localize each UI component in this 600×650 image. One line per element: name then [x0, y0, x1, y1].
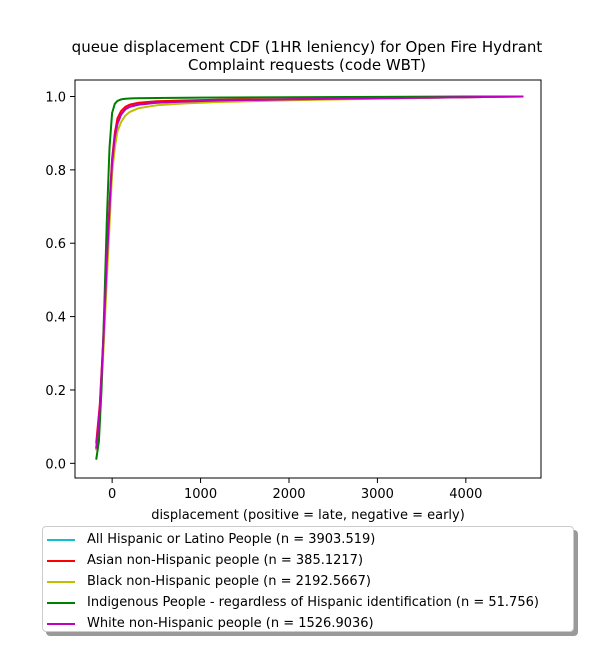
legend-entry: White non-Hispanic people (n = 1526.9036…	[43, 613, 573, 634]
legend-label: Indigenous People - regardless of Hispan…	[87, 595, 539, 610]
x-tick-label: 1000	[184, 487, 217, 502]
chart-title-line-2: Complaint requests (code WBT)	[188, 56, 426, 74]
legend-swatch	[47, 601, 75, 604]
plot-lines	[95, 95, 524, 460]
chart-title-line-1: queue displacement CDF (1HR leniency) fo…	[72, 38, 543, 56]
series-line-0	[95, 95, 524, 449]
legend-swatch	[47, 622, 75, 625]
x-tick-label: 3000	[361, 487, 394, 502]
legend-label: All Hispanic or Latino People (n = 3903.…	[87, 532, 376, 547]
legend-entry: All Hispanic or Latino People (n = 3903.…	[43, 529, 573, 550]
y-tick-label: 0.2	[45, 384, 66, 399]
legend: All Hispanic or Latino People (n = 3903.…	[42, 526, 574, 632]
x-tick-label: 2000	[272, 487, 305, 502]
series-line-4	[95, 95, 524, 449]
x-tick-label: 4000	[449, 487, 482, 502]
legend-label: Black non-Hispanic people (n = 2192.5667…	[87, 574, 371, 589]
y-tick-label: 0.4	[45, 311, 66, 326]
legend-entry: Indigenous People - regardless of Hispan…	[43, 592, 573, 613]
y-tick-label: 1.0	[45, 91, 66, 106]
y-axis-ticks: 0.0 0.2 0.4 0.6 0.8 1.0	[45, 91, 75, 472]
legend-swatch	[47, 538, 75, 541]
plot-area-frame	[74, 79, 542, 479]
legend-entry: Black non-Hispanic people (n = 2192.5667…	[43, 571, 573, 592]
y-tick-label: 0.0	[45, 457, 66, 472]
legend-entry: Asian non-Hispanic people (n = 385.1217)	[43, 550, 573, 571]
legend-swatch	[47, 580, 75, 583]
y-tick-label: 0.8	[45, 164, 66, 179]
series-line-2	[95, 95, 524, 451]
y-tick-label: 0.6	[45, 237, 66, 252]
series-line-3	[95, 95, 524, 460]
x-tick-label: 0	[108, 487, 116, 502]
series-line-1	[95, 95, 524, 444]
legend-label: White non-Hispanic people (n = 1526.9036…	[87, 616, 374, 631]
x-axis-label: displacement (positive = late, negative …	[151, 508, 465, 523]
legend-label: Asian non-Hispanic people (n = 385.1217)	[87, 553, 364, 568]
legend-swatch	[47, 559, 75, 562]
x-axis-ticks: 0 1000 2000 3000 4000	[108, 478, 482, 502]
